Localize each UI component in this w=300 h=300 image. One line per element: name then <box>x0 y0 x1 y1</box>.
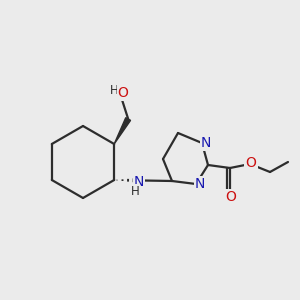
Text: N: N <box>134 176 144 190</box>
Text: N: N <box>201 136 211 150</box>
Text: H: H <box>130 185 139 198</box>
Text: N: N <box>195 177 205 191</box>
Text: O: O <box>246 156 256 170</box>
Text: O: O <box>118 86 129 100</box>
Polygon shape <box>114 118 130 144</box>
Text: O: O <box>226 190 236 204</box>
Text: H: H <box>110 83 118 97</box>
